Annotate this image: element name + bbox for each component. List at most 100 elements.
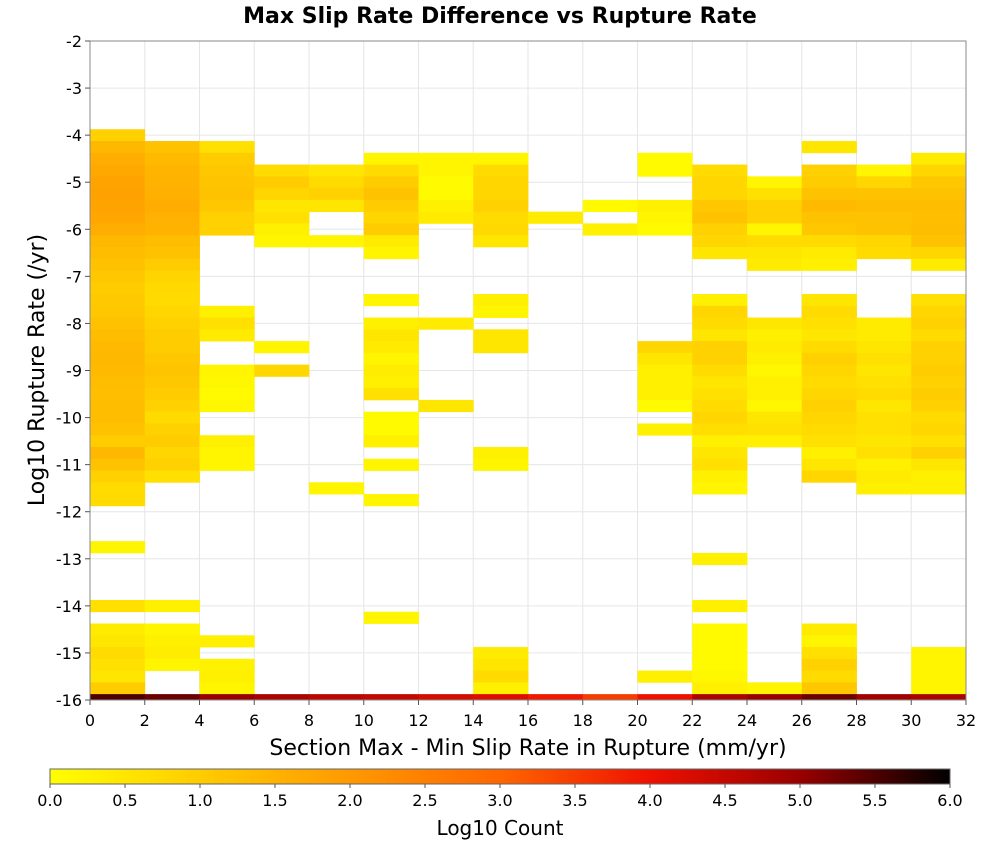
heatmap-cell xyxy=(90,694,146,701)
heatmap-cell xyxy=(418,211,474,224)
heatmap-cell xyxy=(90,223,146,236)
heatmap-cell xyxy=(856,376,912,389)
heatmap-cell xyxy=(363,152,419,165)
heatmap-cell xyxy=(692,599,748,613)
heatmap-cell xyxy=(856,458,912,471)
heatmap-cell xyxy=(199,317,255,330)
colorbar-tick-label: 2.0 xyxy=(337,791,362,810)
heatmap-cell xyxy=(144,341,200,354)
heatmap-cell xyxy=(801,258,857,271)
colorbar-ticks: 0.0 0.5 1.0 1.5 2.0 2.5 3.0 3.5 4.0 4.5 5.0 5.5 6.0 xyxy=(37,784,963,810)
heatmap-cell xyxy=(911,376,967,389)
heatmap-cell xyxy=(254,364,310,377)
heatmap-cell xyxy=(473,199,529,213)
y-tick-label: -10 xyxy=(56,409,82,428)
heatmap-cell xyxy=(90,482,146,495)
heatmap-cell xyxy=(254,164,310,177)
heatmap-cell xyxy=(747,258,803,271)
heatmap-cell xyxy=(856,246,912,260)
heatmap-cell xyxy=(856,411,912,424)
x-tick-label: 30 xyxy=(901,711,921,730)
heatmap-cell xyxy=(144,282,200,295)
heatmap-cell xyxy=(473,176,529,189)
heatmap-cell xyxy=(90,399,146,413)
heatmap-cell xyxy=(801,141,857,154)
heatmap-cell xyxy=(473,235,529,248)
heatmap-cell xyxy=(911,399,967,413)
heatmap-cell xyxy=(911,658,967,671)
heatmap-cells xyxy=(90,129,967,701)
x-tick-label: 22 xyxy=(682,711,702,730)
heatmap-cell xyxy=(856,223,912,236)
heatmap-cell xyxy=(747,376,803,389)
heatmap-cell xyxy=(144,235,200,248)
heatmap-cell xyxy=(856,399,912,413)
heatmap-cell xyxy=(801,470,857,483)
heatmap-cell xyxy=(692,341,748,354)
heatmap-cell xyxy=(911,176,967,189)
x-tick-label: 6 xyxy=(249,711,259,730)
heatmap-cell xyxy=(801,670,857,683)
heatmap-cell xyxy=(692,164,748,177)
heatmap-cell xyxy=(801,682,857,695)
heatmap-cell xyxy=(144,658,200,671)
heatmap-cell xyxy=(90,446,146,460)
heatmap-cell xyxy=(856,364,912,377)
heatmap-cell xyxy=(309,235,365,248)
heatmap-cell xyxy=(199,188,255,201)
heatmap-cell xyxy=(856,211,912,224)
heatmap-cell xyxy=(911,223,967,236)
heatmap-cell xyxy=(90,670,146,683)
heatmap-cell xyxy=(363,435,419,448)
heatmap-cell xyxy=(473,294,529,307)
colorbar-tick-label: 0.5 xyxy=(112,791,137,810)
heatmap-cell xyxy=(911,694,967,701)
heatmap-cell xyxy=(144,599,200,613)
heatmap-cell xyxy=(747,423,803,436)
heatmap-cell xyxy=(473,682,529,695)
heatmap-cell xyxy=(747,411,803,424)
heatmap-cell xyxy=(199,670,255,683)
heatmap-cell xyxy=(911,199,967,213)
heatmap-cell xyxy=(911,458,967,471)
heatmap-cell xyxy=(856,235,912,248)
heatmap-cell xyxy=(637,152,693,165)
heatmap-cell xyxy=(144,199,200,213)
y-tick-label: -12 xyxy=(56,503,82,522)
heatmap-cell xyxy=(856,388,912,401)
heatmap-cell xyxy=(90,458,146,471)
heatmap-cell xyxy=(801,388,857,401)
heatmap-cell xyxy=(144,376,200,389)
heatmap-cell xyxy=(144,176,200,189)
y-tick-label: -13 xyxy=(56,550,82,569)
x-tick-label: 24 xyxy=(737,711,757,730)
heatmap-cell xyxy=(363,364,419,377)
heatmap-cell xyxy=(801,458,857,471)
heatmap-cell xyxy=(144,305,200,318)
heatmap-cell xyxy=(90,258,146,271)
heatmap-cell xyxy=(309,188,365,201)
heatmap-cell xyxy=(473,223,529,236)
heatmap-cell xyxy=(911,294,967,307)
heatmap-cell xyxy=(747,235,803,248)
heatmap-cell xyxy=(363,188,419,201)
heatmap-cell xyxy=(418,176,474,189)
heatmap-cell xyxy=(637,376,693,389)
heatmap-cell xyxy=(911,670,967,683)
heatmap-cell xyxy=(692,470,748,483)
heatmap-cell xyxy=(692,352,748,366)
heatmap-cell xyxy=(692,446,748,460)
heatmap-cell xyxy=(692,199,748,213)
heatmap-cell xyxy=(144,694,200,701)
y-tick-label: -2 xyxy=(66,32,82,51)
colorbar-tick-label: 1.5 xyxy=(262,791,287,810)
heatmap-cell xyxy=(144,647,200,660)
x-tick-label: 0 xyxy=(85,711,95,730)
heatmap-cell xyxy=(199,635,255,648)
heatmap-cell xyxy=(144,164,200,177)
heatmap-cell xyxy=(801,435,857,448)
heatmap-cell xyxy=(911,211,967,224)
heatmap-cell xyxy=(528,694,584,701)
x-tick-label: 2 xyxy=(140,711,150,730)
